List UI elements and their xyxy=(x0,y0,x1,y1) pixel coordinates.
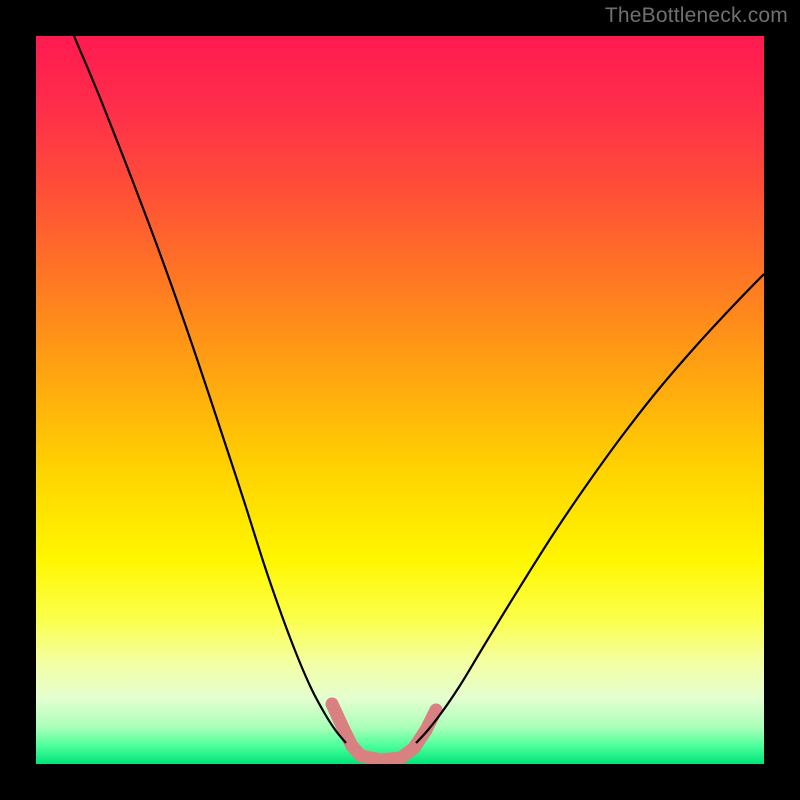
chart-frame: TheBottleneck.com xyxy=(0,0,800,800)
valley-highlight xyxy=(332,704,436,760)
bottleneck-curve-left xyxy=(74,36,346,743)
curve-layer xyxy=(36,36,764,764)
watermark-text: TheBottleneck.com xyxy=(605,4,788,28)
plot-area xyxy=(36,36,764,764)
bottleneck-curve-right xyxy=(416,274,764,743)
